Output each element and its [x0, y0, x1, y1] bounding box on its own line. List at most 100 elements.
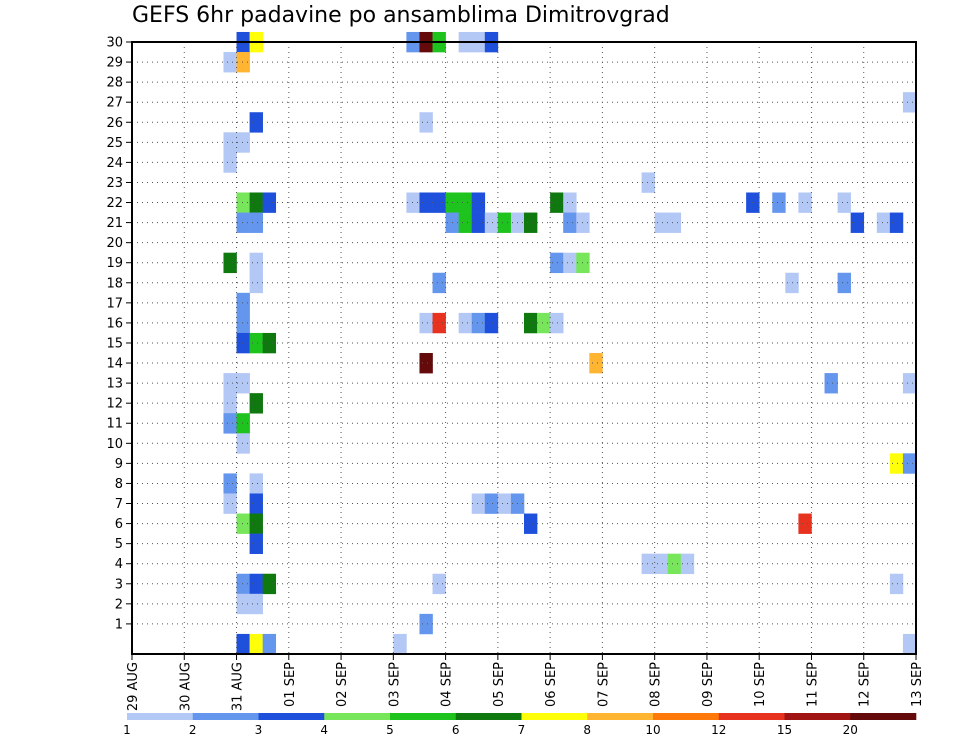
legend-label: 3: [255, 723, 263, 737]
x-axis: 29 AUG 30 AUG 31 AUG 01 SEP 02 SEP 03 SEP 04 S…: [126, 654, 925, 711]
heatmap-cell: [419, 312, 433, 334]
y-tick-label: 3: [115, 577, 123, 592]
y-tick-label: 11: [106, 417, 123, 432]
legend-label: 2: [189, 723, 197, 737]
heatmap-cell: [889, 453, 904, 474]
legend-label: 1: [123, 723, 131, 737]
heatmap-cell: [484, 312, 499, 334]
y-tick-label: 15: [106, 336, 123, 351]
heatmap-cell: [798, 513, 812, 534]
x-tick-label: 13 SEP: [910, 662, 925, 707]
heatmap-cell: [458, 212, 473, 233]
heatmap-cell: [223, 52, 237, 73]
y-tick-label: 29: [106, 56, 123, 71]
heatmap-cell: [249, 473, 263, 494]
heatmap-cell: [236, 633, 250, 655]
heatmap-cell: [236, 212, 250, 233]
heatmap-cell: [236, 433, 250, 454]
y-tick-label: 17: [106, 296, 123, 311]
legend-label: 5: [386, 723, 394, 737]
heatmap-cell: [563, 212, 577, 233]
y-axis: 1234567891011121314151617181920212223242…: [106, 36, 132, 632]
legend-swatch: [324, 713, 391, 720]
legend-label: 15: [777, 723, 792, 737]
heatmap-cell: [249, 633, 263, 655]
heatmap-cell: [223, 413, 237, 434]
heatmap-cell: [876, 212, 891, 233]
heatmap-cell: [550, 192, 564, 213]
legend-label: 7: [518, 723, 526, 737]
heatmap-cell: [236, 52, 250, 73]
heatmap-cell: [524, 212, 538, 233]
y-tick-label: 4: [115, 557, 123, 572]
heatmap-cell: [432, 312, 446, 334]
y-tick-label: 18: [106, 276, 123, 291]
y-tick-label: 22: [106, 196, 123, 211]
heatmap-cell: [249, 393, 263, 414]
legend-label: 4: [320, 723, 328, 737]
heatmap-cell: [393, 633, 407, 655]
heatmap-cell: [589, 353, 603, 374]
y-tick-label: 12: [106, 397, 123, 412]
grid-layer: [132, 41, 916, 654]
x-tick-label: 29 AUG: [126, 662, 141, 711]
heatmap-cell: [236, 132, 250, 153]
x-tick-label: 11 SEP: [805, 662, 820, 707]
legend-label: 8: [583, 723, 591, 737]
heatmap-cell: [432, 573, 446, 595]
heatmap-cell: [249, 573, 263, 595]
heatmap-cell: [249, 212, 263, 233]
heatmap-cell: [419, 353, 433, 374]
chart-title: GEFS 6hr padavine po ansamblima Dimitrov…: [132, 3, 670, 28]
heatmap-cell: [223, 393, 237, 414]
heatmap-cell: [550, 252, 564, 274]
heatmap-cell: [236, 192, 250, 213]
x-tick-label: 09 SEP: [701, 662, 716, 707]
heatmap-cell: [902, 373, 917, 394]
heatmap-cell: [654, 553, 669, 575]
heatmap-cell: [419, 192, 433, 213]
legend-swatch: [258, 713, 325, 720]
heatmap-cell: [262, 573, 277, 595]
y-tick-label: 20: [106, 236, 123, 251]
y-tick-label: 19: [106, 256, 123, 271]
heatmap-cell: [406, 192, 420, 213]
x-tick-label: 10 SEP: [753, 662, 768, 707]
heatmap-cell: [419, 613, 433, 635]
heatmap-cell: [902, 453, 917, 474]
y-tick-label: 16: [106, 316, 123, 331]
heatmap-cell: [641, 172, 655, 193]
heatmap-cell: [889, 573, 904, 595]
heatmap-cell: [471, 192, 486, 213]
heatmap-cell: [889, 212, 904, 233]
heatmap-cell: [249, 252, 263, 274]
y-tick-label: 14: [106, 357, 123, 372]
heatmap-cell: [497, 493, 512, 514]
y-tick-label: 24: [106, 156, 123, 171]
y-tick-label: 28: [106, 76, 123, 91]
y-tick-label: 26: [106, 116, 123, 131]
legend-swatch: [521, 713, 588, 720]
legend-swatch: [587, 713, 654, 720]
heatmap-cell: [236, 312, 250, 334]
legend-swatch: [390, 713, 457, 720]
heatmap-cell: [236, 513, 250, 534]
heatmap-cell: [249, 513, 263, 534]
y-tick-label: 30: [106, 36, 123, 51]
heatmap-cell: [484, 493, 499, 514]
heatmap-cell: [223, 132, 237, 153]
y-tick-label: 2: [115, 597, 123, 612]
heatmap-cell: [262, 332, 277, 354]
heatmap-cell: [837, 192, 851, 213]
heatmap-cell: [223, 152, 237, 173]
heatmap-cell: [249, 593, 263, 615]
legend-swatch: [850, 713, 917, 720]
heatmap-cell: [497, 212, 512, 233]
heatmap-cell: [667, 553, 682, 575]
heatmap-cell: [484, 212, 499, 233]
legend-swatch: [784, 713, 851, 720]
heatmap-cell: [471, 493, 486, 514]
heatmap-cell: [902, 92, 917, 113]
